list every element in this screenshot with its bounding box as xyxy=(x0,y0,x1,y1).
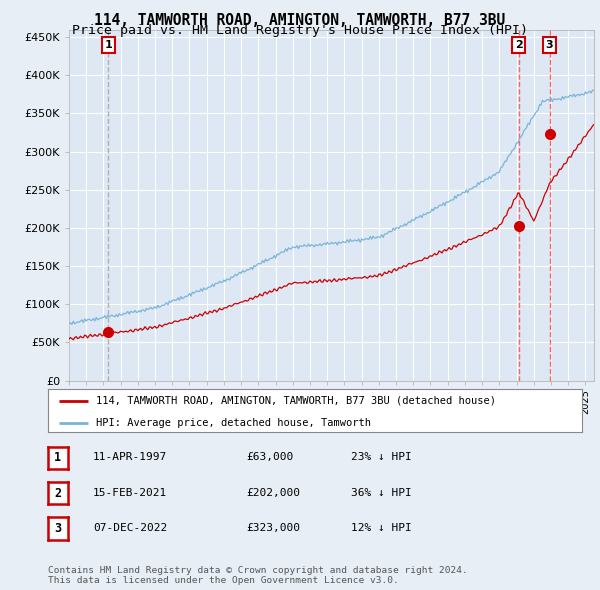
Text: 114, TAMWORTH ROAD, AMINGTON, TAMWORTH, B77 3BU (detached house): 114, TAMWORTH ROAD, AMINGTON, TAMWORTH, … xyxy=(96,396,496,406)
Text: 2: 2 xyxy=(515,40,523,50)
Text: 11-APR-1997: 11-APR-1997 xyxy=(93,453,167,462)
Text: 2: 2 xyxy=(55,487,61,500)
Text: Contains HM Land Registry data © Crown copyright and database right 2024.
This d: Contains HM Land Registry data © Crown c… xyxy=(48,566,468,585)
Text: 1: 1 xyxy=(55,451,61,464)
Text: 3: 3 xyxy=(55,522,61,535)
Text: HPI: Average price, detached house, Tamworth: HPI: Average price, detached house, Tamw… xyxy=(96,418,371,428)
Text: 12% ↓ HPI: 12% ↓ HPI xyxy=(351,523,412,533)
Text: £63,000: £63,000 xyxy=(246,453,293,462)
Text: 114, TAMWORTH ROAD, AMINGTON, TAMWORTH, B77 3BU: 114, TAMWORTH ROAD, AMINGTON, TAMWORTH, … xyxy=(94,13,506,28)
Text: £323,000: £323,000 xyxy=(246,523,300,533)
Text: 1: 1 xyxy=(104,40,112,50)
Text: £202,000: £202,000 xyxy=(246,488,300,497)
Text: 36% ↓ HPI: 36% ↓ HPI xyxy=(351,488,412,497)
Text: 3: 3 xyxy=(546,40,553,50)
Text: 15-FEB-2021: 15-FEB-2021 xyxy=(93,488,167,497)
Text: 23% ↓ HPI: 23% ↓ HPI xyxy=(351,453,412,462)
Text: Price paid vs. HM Land Registry's House Price Index (HPI): Price paid vs. HM Land Registry's House … xyxy=(72,24,528,37)
Text: 07-DEC-2022: 07-DEC-2022 xyxy=(93,523,167,533)
